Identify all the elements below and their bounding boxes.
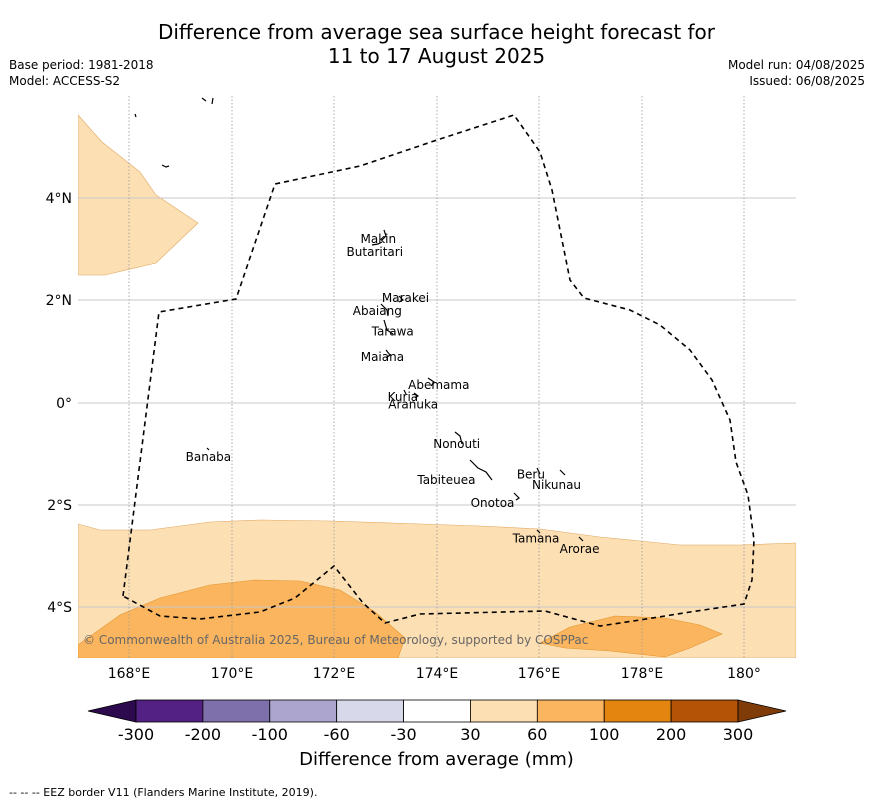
anomaly-region-60-100-southwest — [78, 579, 406, 658]
colorbar-tick-labels: -300 -200 -100 -60 -30 30 60 100 200 300 — [118, 725, 753, 744]
longitude-tick-labels: 168°E 170°E 172°E 174°E 176°E 178°E 180° — [108, 666, 761, 682]
island-tamana — [536, 529, 541, 534]
island-nikunau — [559, 469, 566, 476]
model-name: Model: ACCESS-S2 — [9, 73, 121, 88]
island-onotoa — [513, 492, 520, 501]
place-label-makin: Makin — [360, 232, 396, 246]
colorbar-tick-label: -200 — [185, 725, 221, 744]
island-beru — [536, 467, 541, 475]
place-label-nonouti: Nonouti — [433, 437, 480, 451]
colorbar-extend-high — [737, 699, 787, 723]
colorbar-tick-label: -100 — [252, 725, 288, 744]
colorbar-bin — [470, 699, 538, 723]
island-northwest-islet-1 — [134, 113, 137, 118]
island-kuria — [403, 389, 407, 395]
colorbar-tick-label: 60 — [527, 725, 547, 744]
lon-tick-170e: 170°E — [211, 666, 254, 682]
lat-tick-2s: 2°S — [47, 498, 72, 514]
place-label-tamana: Tamana — [512, 532, 560, 546]
island-banaba — [206, 447, 210, 451]
model-run-date: Model run: 04/08/2025 — [727, 58, 865, 72]
eez-border — [122, 114, 755, 627]
island-abaiang — [380, 303, 389, 317]
island-outlines — [134, 97, 584, 542]
anomaly-region-60-100-southeast — [539, 615, 723, 658]
island-north-islet — [201, 97, 214, 105]
place-label-aranuka: Aranuka — [388, 398, 438, 412]
colorbar: -300 -200 -100 -60 -30 30 60 100 200 300 — [87, 699, 787, 744]
place-label-marakei: Marakei — [382, 291, 429, 305]
colorbar-bin — [670, 699, 739, 723]
lon-tick-172e: 172°E — [313, 666, 356, 682]
island-abemama — [427, 377, 435, 387]
colorbar-title: Difference from average (mm) — [299, 749, 574, 770]
lon-tick-176e: 176°E — [518, 666, 561, 682]
lat-tick-4n: 4°N — [46, 191, 72, 207]
colorbar-bin — [202, 699, 271, 723]
lat-tick-4s: 4°S — [47, 600, 72, 616]
place-label-tarawa: Tarawa — [371, 324, 414, 338]
island-tarawa — [383, 319, 394, 335]
meta-right: Model run: 04/08/2025 Issued: 06/08/2025 — [728, 58, 865, 89]
lat-tick-0: 0° — [56, 396, 72, 412]
island-maiana — [385, 349, 391, 359]
island-tabiteuea — [469, 459, 493, 481]
place-label-abaiang: Abaiang — [353, 304, 402, 318]
map-title-line2: 11 to 17 August 2025 — [327, 44, 546, 68]
base-period: Base period: 1981-2018 — [9, 58, 154, 72]
colorbar-bin — [269, 699, 338, 723]
lon-tick-180: 180° — [727, 666, 761, 682]
place-label-tabiteuea: Tabiteuea — [416, 473, 475, 487]
place-label-abemama: Abemama — [408, 378, 469, 392]
place-label-butaritari: Butaritari — [347, 245, 404, 259]
colorbar-bin — [403, 699, 471, 723]
issued-date: Issued: 06/08/2025 — [749, 73, 865, 88]
colorbar-tick-label: 30 — [460, 725, 480, 744]
latitude-tick-labels: 4°N 2°N 0° 2°S 4°S — [46, 191, 73, 616]
colorbar-bin — [336, 699, 404, 723]
anomaly-region-30-60-north — [78, 114, 199, 276]
island-nonouti — [454, 431, 463, 445]
longitude-gridlines — [128, 96, 745, 658]
island-aranuka — [413, 392, 420, 399]
island-marakei — [398, 295, 405, 303]
colorbar-extend-low — [87, 699, 137, 723]
place-label-kuria: Kuria — [388, 390, 419, 404]
island-northwest-islet-2 — [161, 164, 170, 168]
colorbar-tick-label: 100 — [589, 725, 620, 744]
meta-left: Base period: 1981-2018 Model: ACCESS-S2 — [9, 58, 154, 89]
island-arorae — [578, 536, 584, 542]
place-label-maiana: Maiana — [361, 350, 404, 364]
lon-tick-174e: 174°E — [416, 666, 459, 682]
lon-tick-178e: 178°E — [621, 666, 664, 682]
colorbar-tick-label: 300 — [723, 725, 754, 744]
colorbar-tick-label: 200 — [656, 725, 687, 744]
colorbar-bins — [135, 699, 739, 723]
colorbar-bin — [135, 699, 204, 723]
place-label-nikunau: Nikunau — [532, 478, 581, 492]
lat-tick-2n: 2°N — [46, 293, 72, 309]
eez-legend-note: -- -- -- EEZ border V11 (Flanders Marine… — [9, 786, 318, 799]
place-label-onotoa: Onotoa — [471, 496, 515, 510]
map-title-line1: Difference from average sea surface heig… — [157, 20, 716, 44]
colorbar-bin — [603, 699, 672, 723]
colorbar-tick-label: -30 — [391, 725, 417, 744]
colorbar-tick-label: -300 — [118, 725, 154, 744]
lon-tick-168e: 168°E — [108, 666, 151, 682]
map-title: Difference from average sea surface heig… — [0, 20, 873, 68]
place-label-beru: Beru — [517, 468, 545, 482]
colorbar-tick-label: -60 — [324, 725, 350, 744]
island-butaritari — [371, 241, 383, 246]
place-label-arorae: Arorae — [560, 542, 600, 556]
place-label-banaba: Banaba — [186, 450, 232, 464]
colorbar-bin — [536, 699, 605, 723]
copyright-notice: © Commonwealth of Australia 2025, Bureau… — [83, 633, 588, 647]
island-makin — [381, 229, 387, 241]
